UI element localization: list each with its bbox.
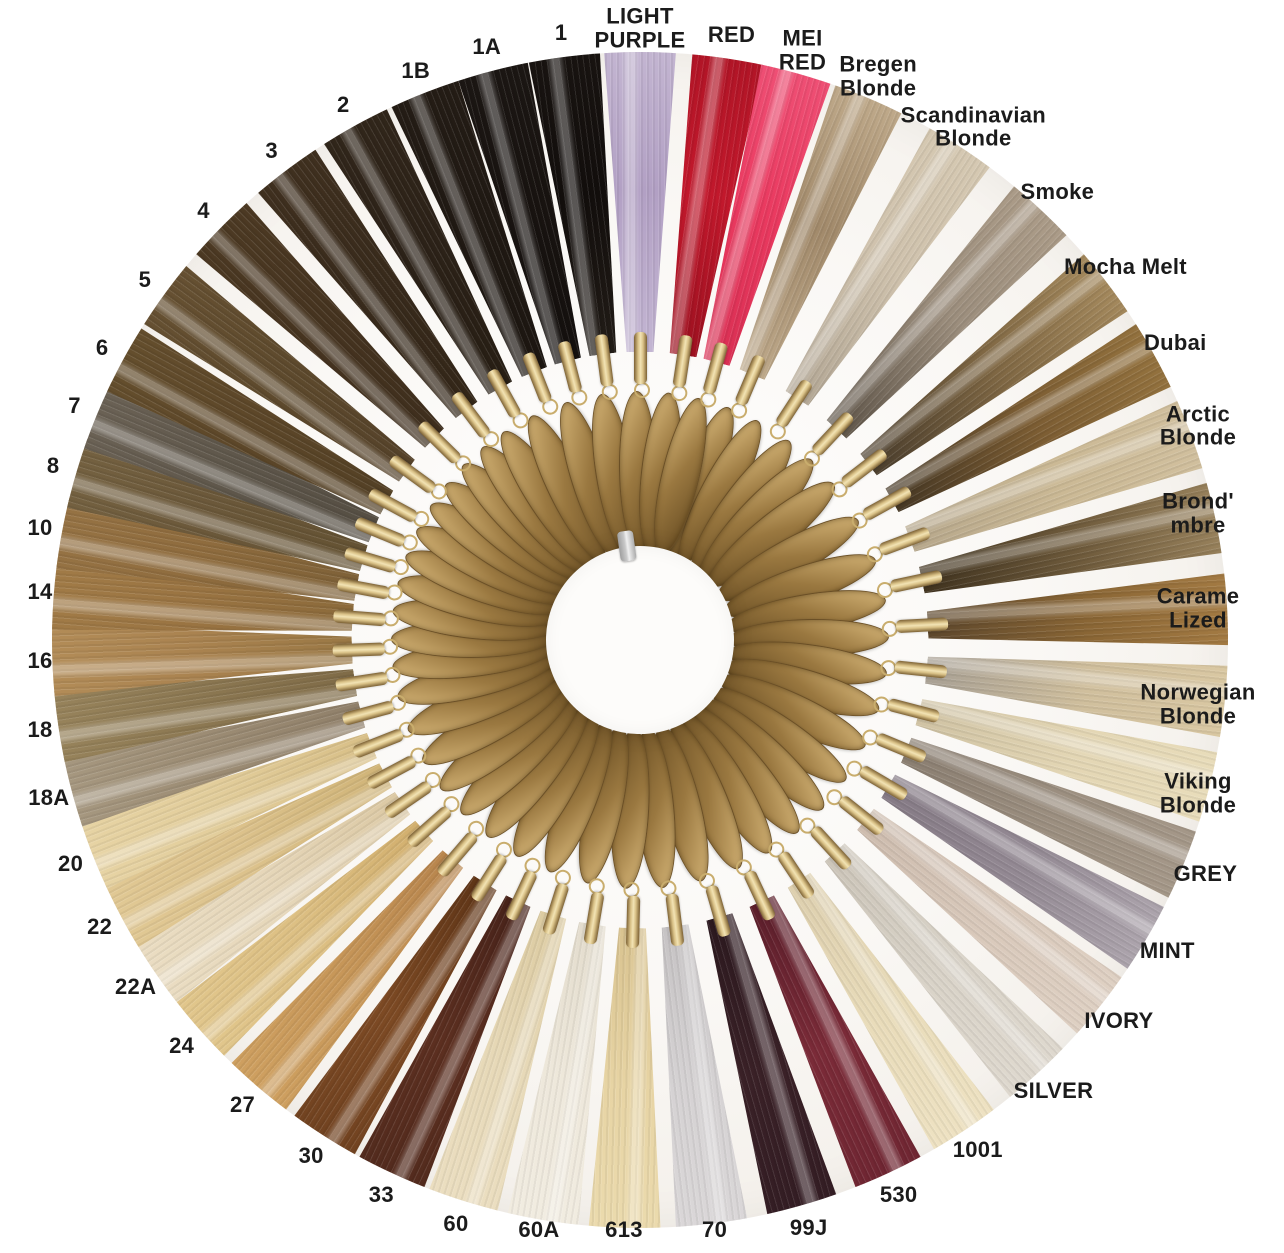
swatch-label: 33 [368,1181,394,1207]
swatch-label: MEI RED [778,25,827,74]
swatch-label: 7 [68,392,81,418]
swatch-label: Scandinavian Blonde [900,101,1047,151]
swatch-label: 2 [337,91,350,117]
gold-jump-ring [634,382,650,398]
gold-crimp-tube [633,332,647,384]
swatch-label: GREY [1173,861,1238,887]
swatch-label: 4 [197,198,210,224]
swatch-label: Smoke [1020,179,1095,205]
swatch-label: IVORY [1084,1008,1154,1034]
gold-crimp-tube [874,731,928,764]
swatch-label: 18A [28,785,70,811]
swatch-label: 24 [169,1032,195,1058]
swatch-label: 530 [879,1181,918,1207]
swatch-label: Arctic Blonde [1159,400,1237,450]
swatch-label: 22A [114,973,157,999]
swatch-label: Norwegian Blonde [1140,679,1256,728]
swatch-label: MINT [1139,937,1195,963]
swatch-label: 70 [702,1217,728,1243]
gold-crimp-tube [733,353,766,407]
swatch-label: 5 [138,267,152,293]
ring-center-hole [546,546,734,734]
swatch-label: 27 [229,1092,256,1118]
swatch-label: 14 [27,579,53,605]
swatch-label: RED [707,22,756,47]
gold-crimp-tube [331,642,385,658]
swatch-label: 1 [554,20,568,46]
swatch-label: Bregen Blonde [839,51,917,101]
swatch-label: SILVER [1013,1078,1094,1104]
swatch-label: 10 [27,515,53,541]
swatch-label: 22 [87,914,113,940]
swatch-label: Mocha Melt [1064,254,1187,280]
swatch-label: 1A [472,34,502,60]
swatch-label: 3 [265,138,278,164]
gold-crimp-tube [521,351,553,405]
swatch-label: 30 [298,1143,324,1169]
swatch-label: 6 [95,335,109,361]
swatch-label: 1001 [952,1137,1003,1163]
swatch-label: 60A [518,1217,560,1243]
swatch-label: Dubai [1143,330,1207,356]
swatch-label: 613 [605,1217,643,1243]
swatch-label: 1B [401,57,431,83]
swatch-label: LIGHT PURPLE [594,3,686,52]
swatch-label: 20 [58,851,84,877]
gold-crimp-tube [704,884,732,938]
gold-crimp-tube [541,882,570,936]
color-ring-circle [52,52,1228,1228]
swatch-label: Carame Lized [1156,583,1240,632]
gold-crimp-tube [342,546,397,574]
swatch-label: 8 [46,453,60,479]
gold-crimp-tube [625,895,640,949]
gold-crimp-tube [351,727,405,759]
swatch-label: 60 [443,1210,469,1236]
swatch-label: Brond' mbre [1162,488,1234,537]
swatch-label: 18 [27,717,53,743]
swatch-label: Viking Blonde [1159,768,1237,818]
swatch-label: 99J [789,1215,828,1241]
gold-crimp-tube [895,617,948,634]
gold-crimp-tube [877,526,931,557]
swatch-label: 16 [27,648,53,674]
